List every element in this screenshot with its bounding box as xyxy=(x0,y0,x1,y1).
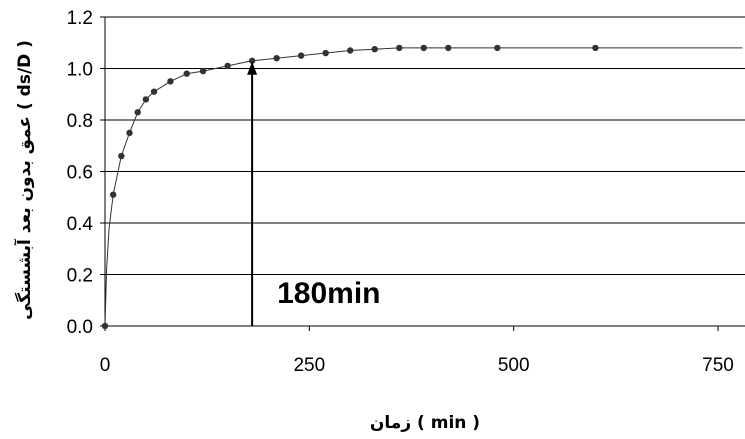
y-tick-label: 1.0 xyxy=(67,60,93,81)
data-point xyxy=(150,88,158,95)
data-point xyxy=(297,52,305,59)
x-tick-label: 750 xyxy=(702,355,734,376)
data-point xyxy=(126,129,133,137)
y-tick-label: 0.2 xyxy=(67,266,93,287)
y-tick-label: 0.6 xyxy=(67,163,93,184)
data-point xyxy=(494,44,501,52)
data-point xyxy=(445,44,452,52)
y-tick-labels: 0.0 0.2 0.4 0.6 0.8 1.0 1.2 xyxy=(67,8,94,338)
data-point xyxy=(167,78,174,85)
x-tick-labels: 0 250 500 750 xyxy=(100,326,734,376)
gridlines xyxy=(100,16,745,327)
x-tick-label: 500 xyxy=(498,355,530,376)
fit-curve xyxy=(104,47,743,327)
data-points xyxy=(101,44,599,330)
data-point xyxy=(371,45,378,53)
y-tick-label: 1.2 xyxy=(67,8,93,29)
data-point xyxy=(396,44,403,52)
y-tick-label: 0.0 xyxy=(67,317,93,338)
y-tick-label: 0.4 xyxy=(67,214,94,235)
x-axis-title: زمان ( min ) xyxy=(370,413,480,433)
x-tick-label: 0 xyxy=(100,355,111,376)
data-point xyxy=(347,47,354,54)
y-tick-label: 0.8 xyxy=(67,111,93,132)
x-tick-label: 250 xyxy=(293,355,325,376)
axes xyxy=(104,17,745,327)
y-axis-title: عمق بدون بعد آبشستگی ( ds/D ) xyxy=(13,40,35,320)
data-point xyxy=(592,44,599,52)
data-point xyxy=(420,44,427,52)
data-point xyxy=(273,55,280,62)
data-point xyxy=(248,57,256,64)
annotation-arrow-head xyxy=(247,61,258,75)
data-point xyxy=(199,67,207,75)
data-point xyxy=(183,70,190,77)
data-point xyxy=(134,109,141,116)
data-point xyxy=(118,152,125,160)
annotation: 180min xyxy=(247,61,381,326)
data-point xyxy=(322,49,329,57)
data-point xyxy=(142,96,150,103)
data-point xyxy=(109,191,117,198)
data-point xyxy=(224,62,231,70)
annotation-label: 180min xyxy=(277,277,380,310)
data-point xyxy=(101,322,109,330)
